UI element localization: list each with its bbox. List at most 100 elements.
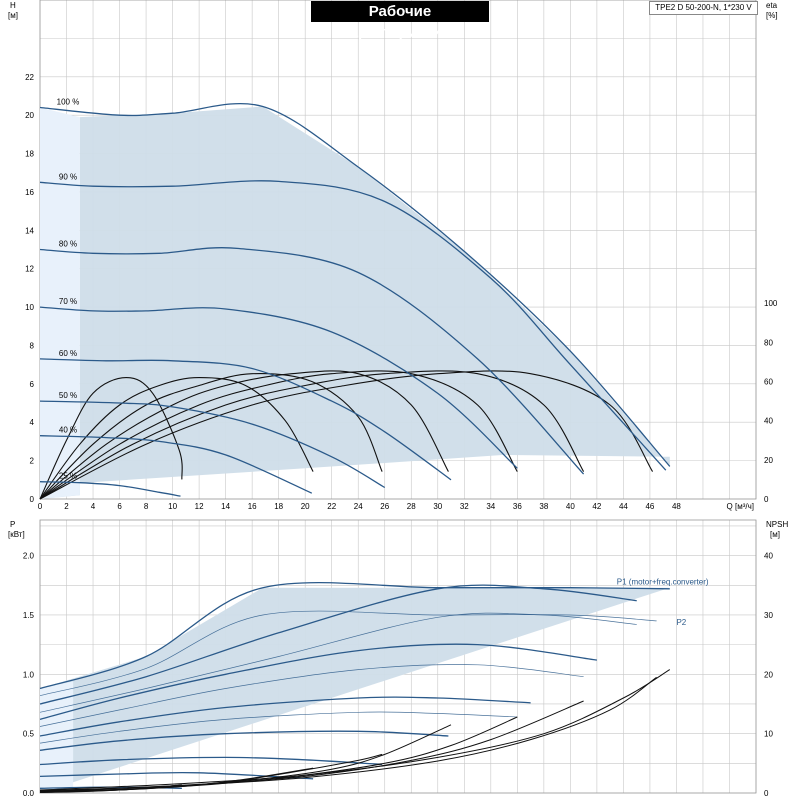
npsh-tick-label: 30 (764, 611, 773, 620)
npsh-curve (39, 669, 671, 791)
x-axis-label: Q [м³/ч] (727, 502, 754, 511)
npsh-axis-label: NPSH (766, 520, 788, 529)
p1-curve (39, 696, 531, 737)
x-tick-label: 6 (117, 502, 122, 511)
x-tick-label: 32 (460, 502, 469, 511)
pump-model-label: TPE2 D 50-200-N, 1*230 V (649, 1, 758, 15)
chart-title: Рабочие характеристики (311, 1, 489, 41)
power-plot: P1 (motor+freq.converter) P2 0.0 0.5 1.0 1.5 2… (8, 519, 788, 798)
p-tick-label: 0.5 (23, 730, 35, 739)
speed-curve-label: 100 % (57, 97, 80, 106)
speed-curve (39, 180, 667, 471)
speed-curve (39, 102, 671, 467)
p2-series-label: P2 (676, 618, 686, 627)
speed-curve (39, 481, 181, 497)
speed-curve-label: 70 % (59, 297, 77, 306)
speed-curve (39, 358, 452, 481)
eta-tick-label: 20 (764, 456, 773, 465)
y-tick-label: 0 (30, 495, 35, 504)
power-envelope (40, 587, 670, 793)
x-tick-label: 20 (301, 502, 310, 511)
p1-curve (39, 756, 383, 766)
x-tick-label: 12 (195, 502, 204, 511)
npsh-tick-label: 40 (764, 552, 773, 561)
eta-tick-label: 0 (764, 495, 769, 504)
x-tick-label: 46 (645, 502, 654, 511)
p2-curve (39, 610, 657, 697)
x-tick-label: 24 (354, 502, 363, 511)
plot-border (39, 519, 757, 794)
y-tick-label: 22 (25, 73, 34, 82)
y-tick-label: 6 (30, 380, 35, 389)
eta-tick-label: 60 (764, 378, 773, 387)
y-tick-label: 14 (25, 226, 34, 235)
p-tick-label: 1.5 (23, 611, 35, 620)
p-tick-label: 2.0 (23, 552, 35, 561)
x-tick-label: 18 (274, 502, 283, 511)
p2-curve (39, 711, 518, 744)
speed-curve-label: 80 % (59, 240, 77, 249)
x-tick-label: 34 (486, 502, 495, 511)
p-axis-label: P (10, 520, 15, 529)
p2-curve (39, 612, 637, 713)
eta-axis-unit: [%] (766, 11, 778, 20)
npsh-curves (39, 669, 671, 793)
efficiency-curve (39, 370, 585, 500)
speed-curve (39, 400, 386, 489)
envelope-area (40, 106, 670, 499)
x-tick-label: 40 (566, 502, 575, 511)
speed-curves: 100 % 90 % 80 % 70 % 60 % 50 % 40 % 25 % (39, 97, 671, 497)
speed-curve-label: 40 % (59, 426, 77, 435)
p-tick-label: 1.0 (23, 670, 35, 679)
p1-curve (39, 730, 449, 751)
npsh-tick-label: 10 (764, 730, 773, 739)
p-axis-unit: [кВт] (8, 530, 25, 539)
x-tick-label: 36 (513, 502, 522, 511)
x-tick-label: 26 (380, 502, 389, 511)
npsh-curve (39, 700, 584, 792)
eta-tick-label: 40 (764, 417, 773, 426)
x-tick-label: 48 (672, 502, 681, 511)
speed-curve (39, 435, 313, 494)
npsh-axis-unit: [м] (770, 530, 780, 539)
npsh-tick-label: 0 (764, 789, 769, 798)
y-tick-label: 12 (25, 265, 34, 274)
efficiency-curve (39, 377, 183, 500)
p1-curves (39, 581, 670, 789)
eta-axis-label: eta (766, 1, 778, 10)
x-tick-label: 28 (407, 502, 416, 511)
y-tick-label: 4 (30, 418, 35, 427)
x-tick-label: 44 (619, 502, 628, 511)
speed-curve (39, 306, 518, 469)
eta-tick-label: 100 (764, 299, 778, 308)
speed-curve-label: 60 % (59, 349, 77, 358)
x-tick-label: 8 (144, 502, 149, 511)
efficiency-curve (39, 377, 314, 500)
power-low-flow-area (40, 681, 74, 793)
x-tick-label: 16 (248, 502, 257, 511)
x-tick-label: 4 (91, 502, 96, 511)
x-tick-label: 38 (539, 502, 548, 511)
y-tick-label: 2 (30, 457, 35, 466)
speed-curve-label: 50 % (59, 391, 77, 400)
y-tick-label: 18 (25, 150, 34, 159)
y-tick-label: 16 (25, 188, 34, 197)
p1-curve (39, 643, 597, 721)
npsh-tick-label: 20 (764, 670, 773, 679)
x-tick-label: 2 (64, 502, 69, 511)
efficiency-curve (39, 370, 518, 500)
p1-curve (39, 581, 670, 690)
eta-tick-label: 80 (764, 338, 773, 347)
y-tick-label: 8 (30, 341, 35, 350)
speed-curve-label: 90 % (59, 172, 77, 181)
power-envelope-area (40, 587, 670, 793)
p1-series-label: P1 (motor+freq.converter) (617, 578, 709, 587)
x-tick-label: 10 (168, 502, 177, 511)
y-tick-label: 10 (25, 303, 34, 312)
x-tick-label: 30 (433, 502, 442, 511)
efficiency-curve (39, 373, 383, 500)
speed-curve (39, 247, 585, 475)
npsh-curve (39, 784, 182, 793)
